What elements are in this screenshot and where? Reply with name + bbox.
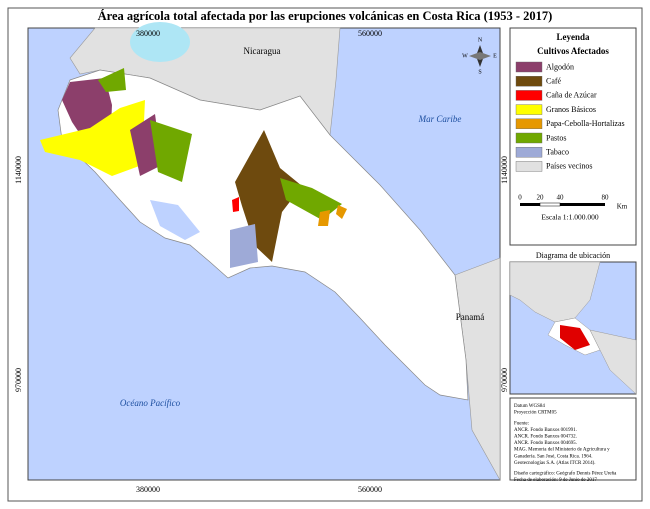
- cana-area: [232, 197, 239, 212]
- scale-ticks: 0 20 40 80: [518, 194, 609, 202]
- legend-swatch: [515, 118, 543, 130]
- granos-area: [40, 100, 145, 176]
- inset-map: [509, 261, 637, 395]
- legend-swatch: [515, 90, 543, 101]
- legend-label: Papa-Cebolla-Hortalizas: [546, 119, 625, 128]
- note-line: Fuente:: [514, 421, 529, 426]
- legend-label: Países vecinos: [546, 162, 592, 171]
- legend-label: Granos Básicos: [546, 105, 596, 114]
- scale-tick-label: 20: [537, 194, 545, 202]
- inset-title: Diagrama de ubicación: [536, 251, 610, 260]
- note-line: Geotecnologías S.A. (Atlas ITCR 2014).: [514, 461, 596, 466]
- gulf-nicoya: [150, 200, 200, 240]
- place-label: Océano Pacífico: [120, 398, 181, 408]
- title: Área agrícola total afectada por las eru…: [98, 9, 553, 23]
- legend-swatch: [515, 61, 543, 73]
- place-label: Mar Caribe: [418, 114, 462, 124]
- legend-label: Algodón: [546, 62, 574, 71]
- legend-label: Caña de Azúcar: [546, 91, 597, 100]
- note-line: MAG. Memoria del Ministerio de Agricultu…: [514, 448, 610, 453]
- note-line: Datum WGS84: [514, 404, 545, 409]
- place-label: Panamá: [456, 312, 485, 322]
- north-letter: N: [478, 37, 483, 43]
- legend-swatch: [515, 146, 543, 158]
- scale-tick-label: 80: [602, 194, 610, 202]
- legend-swatch: [515, 104, 543, 115]
- papa-area: [336, 205, 347, 219]
- scale-unit: Km: [617, 203, 628, 211]
- scale-tick-label: 40: [557, 194, 565, 202]
- place-label: Nicaragua: [244, 46, 281, 56]
- grid-label: 1140000: [500, 156, 509, 184]
- scale-tick-label: 0: [518, 194, 522, 202]
- notes: Datum WGS84 Proyección CRTM05 Fuente: ANCR.…: [514, 404, 617, 483]
- note-line: Diseño cartográfico: Geógrafo Dennis Pér…: [514, 472, 617, 477]
- scale-bar: [520, 202, 605, 207]
- note-line: ANCR. Fondo Banxos 004732.: [514, 435, 577, 440]
- grid-label: 380000: [136, 29, 160, 38]
- legend-label: Tabaco: [546, 148, 569, 157]
- tabaco-area: [230, 224, 258, 268]
- grid-label: 970000: [14, 368, 23, 392]
- legend-label: Pastos: [546, 133, 566, 142]
- legend-swatch: [515, 132, 543, 144]
- pastos-area: [150, 120, 192, 182]
- lake: [130, 22, 190, 62]
- north-letter: S: [478, 69, 481, 75]
- scale-text: Escala 1:1.000.000: [541, 213, 599, 222]
- north-letter: E: [493, 53, 497, 59]
- grid-label: 1140000: [14, 156, 23, 184]
- notes-frame: [509, 397, 637, 481]
- legend-subtitle: Cultivos Afectados: [537, 46, 609, 56]
- note-line: Ganadería. San José, Costa Rica. 1964.: [514, 454, 592, 459]
- grid-label: 560000: [358, 485, 382, 494]
- pastos-area: [98, 68, 126, 92]
- main-map: Nicaragua Mar Caribe Océano Pacífico Pan…: [27, 22, 501, 482]
- note-line: ANCR. Fondo Banxos 004695.: [514, 441, 577, 446]
- grid-label: 970000: [500, 368, 509, 392]
- note-line: ANCR. Fondo Banxos 001991.: [514, 428, 577, 433]
- legend-items: Algodón Café Caña de Azúcar Granos Básicos P…: [515, 61, 625, 172]
- legend-label: Café: [546, 77, 562, 86]
- legend-title: Leyenda: [556, 32, 590, 42]
- papa-area: [318, 210, 330, 226]
- legend-swatch: [515, 161, 543, 172]
- note-line: Proyección CRTM05: [514, 411, 557, 416]
- north-letter: W: [462, 53, 468, 59]
- pastos-area: [280, 178, 342, 220]
- legend-swatch: [515, 75, 543, 87]
- note-line: Fecha de elaboración: 9 de Junio de 2017: [514, 478, 597, 483]
- grid-label: 560000: [358, 29, 382, 38]
- north-arrow: N S E W: [462, 37, 497, 75]
- grid-label: 380000: [136, 485, 160, 494]
